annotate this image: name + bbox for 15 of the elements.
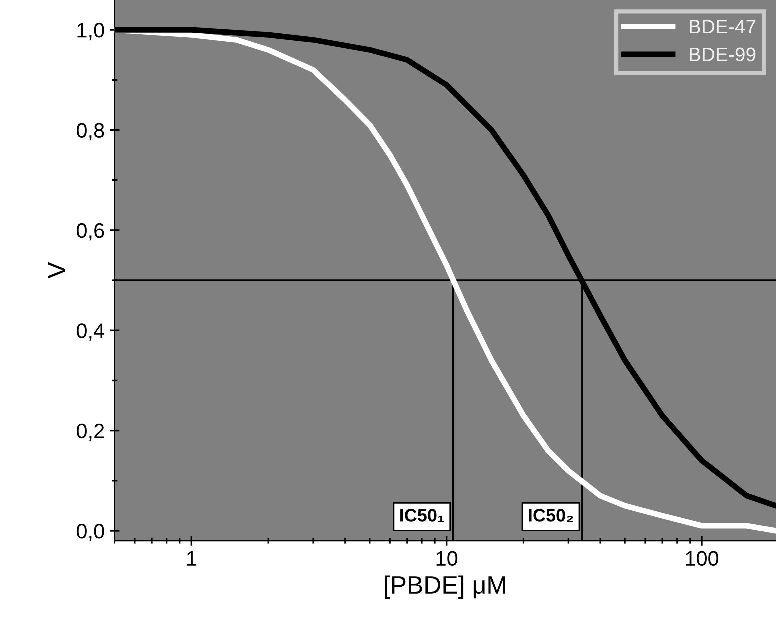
annotation: IC50₁ [400, 509, 444, 522]
legend-label: BDE-99 [690, 48, 756, 62]
y-tick-label: 0,8 [76, 123, 104, 140]
y-axis-title: V [48, 262, 66, 279]
x-tick-label: 1 [187, 552, 196, 566]
annotation: IC50₂ [529, 509, 574, 522]
y-tick-label: 1,0 [78, 23, 104, 40]
x-tick-label: 10 [436, 551, 458, 566]
y-tick-label: 0,2 [76, 424, 104, 442]
legend-label: BDE-47 [690, 20, 756, 34]
y-tick-label: 0,6 [76, 223, 104, 241]
y-tick-label: 0,0 [76, 524, 104, 542]
x-axis-title: [PBDE] μM [385, 576, 506, 600]
x-tick-label: 100 [686, 551, 719, 566]
y-tick-label: 0,4 [76, 324, 105, 341]
